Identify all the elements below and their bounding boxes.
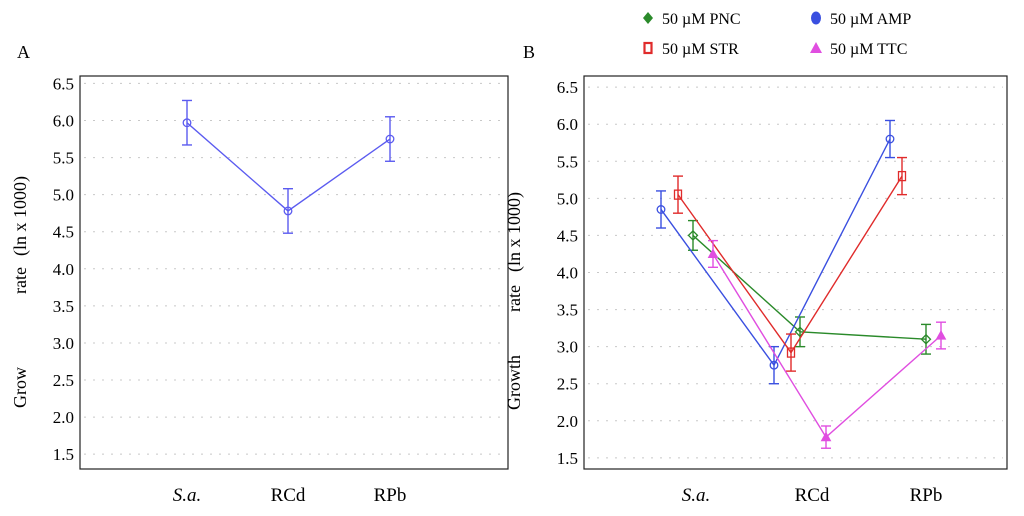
panel-b-series-2 (673, 156, 907, 372)
panel-b-y-tick-label: 4.5 (557, 226, 578, 245)
legend-label: 50 µM STR (662, 41, 739, 58)
panel-a-x-tick-label: RCd (271, 485, 306, 506)
panel-b-y-axis-label: Growth rate (ln x 1000) (504, 192, 525, 410)
panel-b-data-point (769, 360, 779, 370)
panel-b: B 1.5 2.0 2.5 3.0 3.5 4.0 4.5 5.0 5.5 6.0 6.5 S.a.… (504, 11, 1008, 506)
panel-b-legend: 50 µM PNC 50 µM AMP 50 µM STR 50 µM TTC (643, 11, 911, 58)
panel-a-ylabel-part-3: (ln x 1000) (10, 176, 31, 256)
panel-b-series-1 (656, 119, 895, 385)
panel-b-y-tick-label: 1.5 (557, 449, 578, 468)
panel-b-label: B (523, 42, 535, 62)
panel-a-ylabel-part-1: Grow (10, 367, 30, 408)
legend-symbol-square (643, 41, 653, 55)
legend-symbol-circle (811, 11, 821, 25)
panel-b-data-point (820, 431, 832, 442)
panel-b-y-tick-label: 6.0 (557, 115, 578, 134)
legend-item-2: 50 µM STR (643, 41, 739, 58)
panel-b-ylabel-part-3: (ln x 1000) (504, 192, 525, 272)
panel-a-x-ticks: S.a. RCd RPb (173, 485, 407, 506)
panel-a-y-tick-label: 2.0 (53, 408, 74, 427)
panel-a-y-tick-label: 6.0 (53, 111, 74, 130)
panel-a-ylabel-part-2: rate (10, 267, 30, 294)
panel-b-data-point (687, 230, 699, 241)
panel-a-data-point (283, 206, 293, 216)
panel-a-y-ticks: 1.5 2.0 2.5 3.0 3.5 4.0 4.5 5.0 5.5 6.0 6.5 (53, 74, 74, 464)
panel-b-series-0 (687, 219, 932, 355)
panel-b-data-point (656, 205, 666, 214)
panel-b-y-tick-label: 6.5 (557, 78, 578, 97)
panel-a-x-tick-label: RPb (374, 485, 407, 506)
legend-symbol-diamond (643, 12, 653, 24)
panel-b-data-point (707, 248, 719, 259)
panel-a-x-tick-label: S.a. (173, 485, 202, 506)
panel-b-ylabel-part-1: Growth (504, 355, 524, 410)
legend-item-0: 50 µM PNC (643, 11, 741, 28)
legend-item-1: 50 µM AMP (811, 11, 911, 28)
panel-b-y-tick-label: 5.0 (557, 189, 578, 208)
panel-a-y-tick-label: 6.5 (53, 74, 74, 93)
panel-b-y-tick-label: 3.0 (557, 338, 578, 357)
panel-b-y-tick-label: 3.5 (557, 301, 578, 320)
panel-b-data-point (920, 333, 932, 345)
legend-label: 50 µM TTC (830, 41, 907, 58)
panel-b-y-tick-label: 4.0 (557, 264, 578, 283)
panel-b-data-point (885, 134, 895, 144)
panel-a-series-0 (182, 99, 395, 234)
legend-label: 50 µM PNC (662, 11, 741, 28)
legend-label: 50 µM AMP (830, 11, 911, 28)
panel-a-series (182, 99, 395, 234)
panel-b-y-tick-label: 2.0 (557, 412, 578, 431)
panel-b-data-point (673, 189, 683, 200)
panel-b-y-ticks: 1.5 2.0 2.5 3.0 3.5 4.0 4.5 5.0 5.5 6.0 6.5 (557, 78, 578, 468)
panel-a-y-tick-label: 4.5 (53, 223, 74, 242)
panel-a: A 1.5 2.0 2.5 3.0 3.5 4.0 4.5 5.0 5.5 6.0 6.5 S.a.… (10, 42, 509, 506)
panel-a-y-tick-label: 1.5 (53, 445, 74, 464)
panel-b-series-3 (707, 239, 947, 449)
panel-b-y-tick-label: 2.5 (557, 375, 578, 394)
panel-b-data-point (935, 329, 947, 340)
panel-a-y-tick-label: 5.5 (53, 149, 74, 168)
legend-item-3: 50 µM TTC (810, 41, 907, 58)
panel-b-data-point (786, 347, 796, 358)
panel-a-y-axis-label: Grow rate (ln x 1000) (10, 176, 31, 408)
panel-b-x-tick-label: S.a. (682, 485, 711, 506)
panel-a-y-tick-label: 5.0 (53, 186, 74, 205)
panel-b-x-tick-label: RCd (795, 485, 830, 506)
panel-a-y-tick-label: 3.0 (53, 334, 74, 353)
panel-b-data-point (897, 170, 907, 182)
panel-a-y-tick-label: 2.5 (53, 371, 74, 390)
panel-a-plot-frame (79, 75, 509, 470)
panel-a-y-tick-label: 3.5 (53, 297, 74, 316)
panel-a-label: A (17, 42, 30, 62)
panel-b-ylabel-part-2: rate (504, 285, 524, 312)
panel-b-y-tick-label: 5.5 (557, 152, 578, 171)
panel-b-x-tick-label: RPb (910, 485, 943, 506)
panel-a-data-point (385, 134, 395, 144)
panel-b-data-point (794, 326, 806, 338)
legend-symbol-triangle (810, 42, 822, 53)
panel-a-data-point (182, 118, 192, 128)
panel-b-series (656, 119, 947, 449)
panel-b-x-ticks: S.a. RCd RPb (682, 485, 943, 506)
panel-a-y-tick-label: 4.0 (53, 260, 74, 279)
